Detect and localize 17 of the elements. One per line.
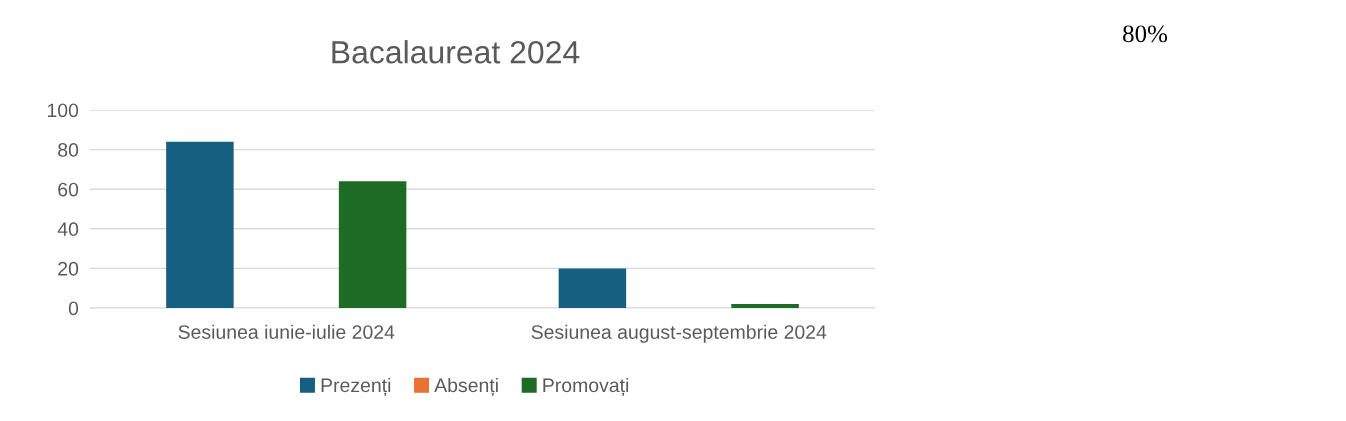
x-tick-label: Sesiunea iunie-iulie 2024	[178, 324, 395, 339]
y-tick-label: 60	[58, 182, 79, 197]
chart-title: Bacalaureat 2024	[332, 40, 580, 64]
y-tick-label: 100	[47, 103, 79, 118]
y-tick-label: 0	[68, 301, 79, 316]
legend-label: Absenți	[434, 377, 498, 397]
legend-label: Prezenți	[321, 377, 391, 397]
y-tick-label: 80	[58, 143, 79, 157]
bar	[166, 141, 234, 308]
y-tick-label: 40	[57, 222, 79, 237]
x-tick-label: Sesiunea august-septembrie 2024	[531, 324, 827, 343]
bar	[558, 268, 627, 308]
text: 80%	[1123, 25, 1168, 43]
legend-label: Promovați	[543, 377, 629, 397]
y-tick-label: 20	[58, 261, 79, 276]
bar	[731, 304, 799, 308]
bar	[338, 181, 407, 308]
